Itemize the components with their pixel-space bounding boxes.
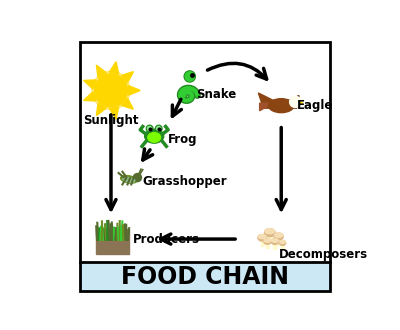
Circle shape <box>157 126 161 131</box>
Text: Eagle: Eagle <box>296 99 333 112</box>
Ellipse shape <box>258 235 266 239</box>
Text: Snake: Snake <box>196 88 236 101</box>
Polygon shape <box>300 102 303 104</box>
Circle shape <box>148 126 152 131</box>
Text: Producers: Producers <box>132 233 200 246</box>
Ellipse shape <box>264 239 270 242</box>
Bar <box>260 238 264 246</box>
Ellipse shape <box>148 133 160 142</box>
Ellipse shape <box>271 239 279 245</box>
Text: Sunlight: Sunlight <box>83 115 139 127</box>
Ellipse shape <box>264 239 271 244</box>
Polygon shape <box>122 72 133 83</box>
Text: FOOD CHAIN: FOOD CHAIN <box>121 265 289 288</box>
Ellipse shape <box>264 229 275 237</box>
Bar <box>274 242 276 249</box>
Circle shape <box>146 125 153 132</box>
Text: Frog: Frog <box>168 133 198 147</box>
Circle shape <box>94 74 128 107</box>
Ellipse shape <box>258 235 266 241</box>
Bar <box>281 243 284 249</box>
Circle shape <box>92 71 130 110</box>
Circle shape <box>156 125 162 132</box>
Bar <box>96 229 129 254</box>
Ellipse shape <box>268 99 294 113</box>
Ellipse shape <box>272 239 278 242</box>
Polygon shape <box>260 103 268 111</box>
Polygon shape <box>84 92 96 101</box>
Polygon shape <box>109 62 119 74</box>
Polygon shape <box>122 98 133 109</box>
Ellipse shape <box>279 241 286 245</box>
Ellipse shape <box>123 177 135 182</box>
Circle shape <box>133 174 142 182</box>
Ellipse shape <box>121 176 137 183</box>
Text: Grasshopper: Grasshopper <box>143 175 227 188</box>
Ellipse shape <box>265 229 275 234</box>
Polygon shape <box>258 93 279 108</box>
Circle shape <box>184 71 195 82</box>
Text: Decomposers: Decomposers <box>279 248 368 261</box>
Circle shape <box>290 96 301 108</box>
Polygon shape <box>109 107 119 119</box>
Polygon shape <box>96 103 106 116</box>
Bar <box>266 242 268 248</box>
Ellipse shape <box>274 233 283 240</box>
Bar <box>80 262 330 291</box>
Ellipse shape <box>280 241 285 244</box>
Polygon shape <box>129 86 140 95</box>
Bar <box>268 233 272 243</box>
Circle shape <box>185 72 194 81</box>
Polygon shape <box>96 65 106 78</box>
Ellipse shape <box>145 129 164 143</box>
Polygon shape <box>284 95 299 108</box>
Bar <box>277 237 280 245</box>
Polygon shape <box>84 80 96 89</box>
Ellipse shape <box>274 233 283 237</box>
